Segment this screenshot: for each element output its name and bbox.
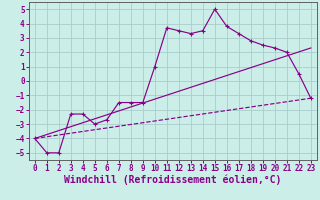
X-axis label: Windchill (Refroidissement éolien,°C): Windchill (Refroidissement éolien,°C) xyxy=(64,175,282,185)
